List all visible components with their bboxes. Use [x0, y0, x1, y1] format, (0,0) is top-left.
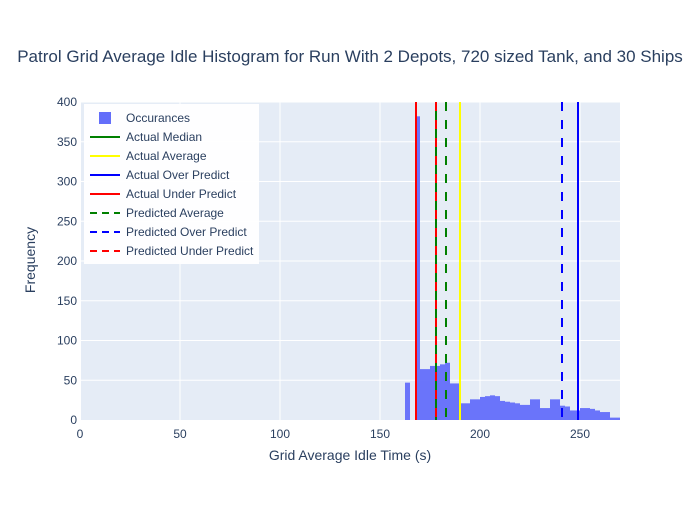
histogram-bar [480, 396, 485, 420]
y-axis-ticks: 0 50 100 150 200 250 300 350 400 [57, 95, 77, 427]
y-tick-label: 150 [57, 294, 77, 308]
histogram-bar [610, 417, 615, 420]
legend-label: Actual Average [126, 149, 207, 163]
legend-label: Actual Over Predict [126, 168, 230, 182]
histogram-bar [580, 408, 585, 420]
legend-label: Predicted Average [126, 206, 224, 220]
chart-title: Patrol Grid Average Idle Histogram for R… [17, 47, 683, 66]
histogram-bar [455, 383, 460, 420]
x-tick-label: 250 [570, 427, 590, 441]
legend-label: Predicted Under Predict [126, 244, 254, 258]
histogram-bar [450, 383, 455, 420]
y-tick-label: 250 [57, 214, 77, 228]
histogram-bar [590, 408, 595, 420]
histogram-bar [465, 403, 470, 420]
histogram-bar [435, 365, 440, 420]
histogram-bar [405, 382, 410, 420]
histogram-bar [420, 369, 425, 420]
histogram-bar [545, 408, 550, 420]
histogram-bar [595, 410, 600, 420]
y-tick-label: 400 [57, 95, 77, 109]
y-tick-label: 100 [57, 334, 77, 348]
histogram-bars [405, 116, 620, 420]
y-tick-label: 0 [70, 413, 77, 427]
legend: Occurances Actual Median Actual Average Act… [84, 104, 259, 264]
histogram-bar [565, 406, 570, 420]
histogram-bar [460, 403, 465, 420]
histogram-bar [495, 396, 500, 420]
y-tick-label: 300 [57, 175, 77, 189]
y-tick-label: 350 [57, 135, 77, 149]
histogram-bar [520, 404, 525, 420]
histogram-bar [470, 399, 475, 420]
legend-box [84, 104, 259, 264]
legend-label: Predicted Over Predict [126, 225, 247, 239]
histogram-bar [540, 408, 545, 420]
x-tick-label: 0 [77, 427, 84, 441]
histogram-bar [475, 399, 480, 420]
histogram-bar [415, 116, 420, 420]
histogram-bar [600, 412, 605, 420]
histogram-bar [500, 400, 505, 420]
y-tick-label: 200 [57, 254, 77, 268]
histogram-bar [425, 369, 430, 420]
y-axis-label: Frequency [22, 227, 38, 293]
legend-label: Actual Under Predict [126, 187, 237, 201]
histogram-bar [550, 399, 555, 420]
legend-label: Actual Median [126, 130, 202, 144]
x-axis-ticks: 0 50 100 150 200 250 [77, 427, 591, 441]
legend-swatch-bar [99, 112, 111, 124]
histogram-bar [525, 404, 530, 420]
histogram-bar [510, 402, 515, 420]
x-tick-label: 100 [270, 427, 290, 441]
histogram-bar [605, 412, 610, 420]
histogram-bar [515, 403, 520, 420]
histogram-bar [490, 395, 495, 420]
reference-lines [415, 102, 579, 420]
histogram-bar [485, 396, 490, 420]
histogram-bar [585, 408, 590, 420]
x-tick-label: 150 [370, 427, 390, 441]
x-tick-label: 50 [173, 427, 187, 441]
x-axis-label: Grid Average Idle Time (s) [269, 447, 431, 463]
y-tick-label: 50 [64, 373, 78, 387]
histogram-bar [505, 401, 510, 420]
histogram-bar [430, 365, 435, 420]
histogram-bar [445, 362, 450, 420]
histogram-bar [555, 399, 560, 420]
legend-label: Occurances [126, 111, 190, 125]
histogram-bar [615, 417, 620, 420]
x-tick-label: 200 [470, 427, 490, 441]
histogram-bar [440, 364, 445, 420]
histogram-bar [570, 410, 575, 420]
histogram-bar [535, 399, 540, 420]
histogram-bar [530, 399, 535, 420]
